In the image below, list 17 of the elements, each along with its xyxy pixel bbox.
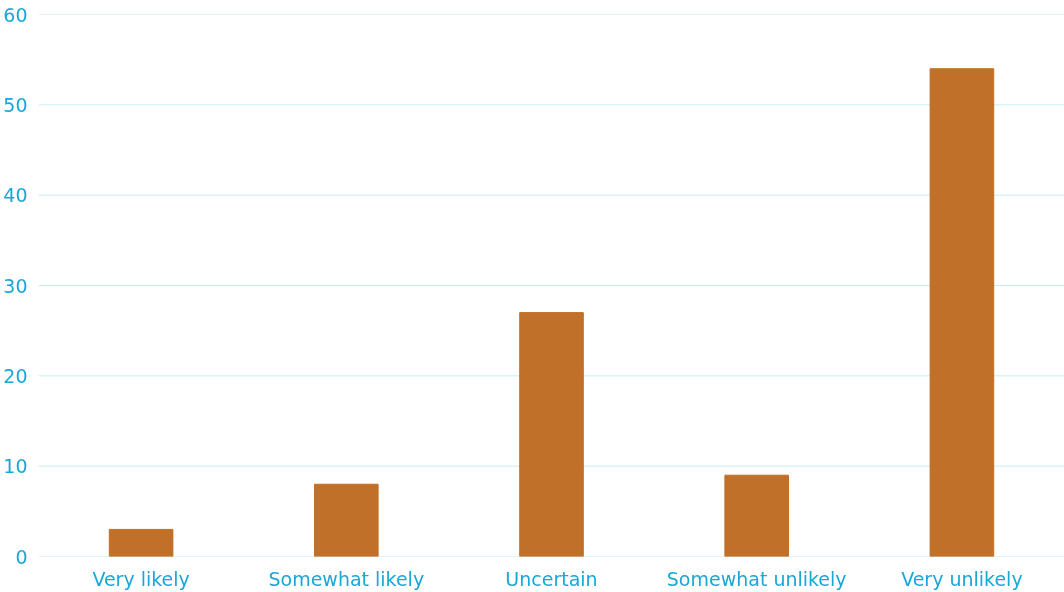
bar — [108, 528, 174, 557]
y-tick-label: 40 — [3, 184, 28, 207]
y-tick-label: 30 — [3, 274, 28, 297]
y-tick-label: 60 — [3, 3, 28, 26]
x-tick-label: Uncertain — [505, 567, 598, 590]
bar — [313, 483, 379, 557]
y-tick-label: 0 — [15, 545, 28, 568]
y-tick-label: 50 — [3, 93, 28, 116]
y-tick-label: 10 — [3, 455, 28, 478]
bar — [724, 474, 790, 557]
x-tick-label: Somewhat likely — [268, 567, 425, 590]
x-tick-label: Somewhat unlikely — [666, 567, 847, 590]
y-tick-label: 20 — [3, 364, 28, 387]
x-tick-label: Very unlikely — [901, 567, 1023, 590]
bar — [519, 312, 584, 557]
bar — [929, 68, 995, 557]
x-tick-label: Very likely — [92, 567, 190, 590]
